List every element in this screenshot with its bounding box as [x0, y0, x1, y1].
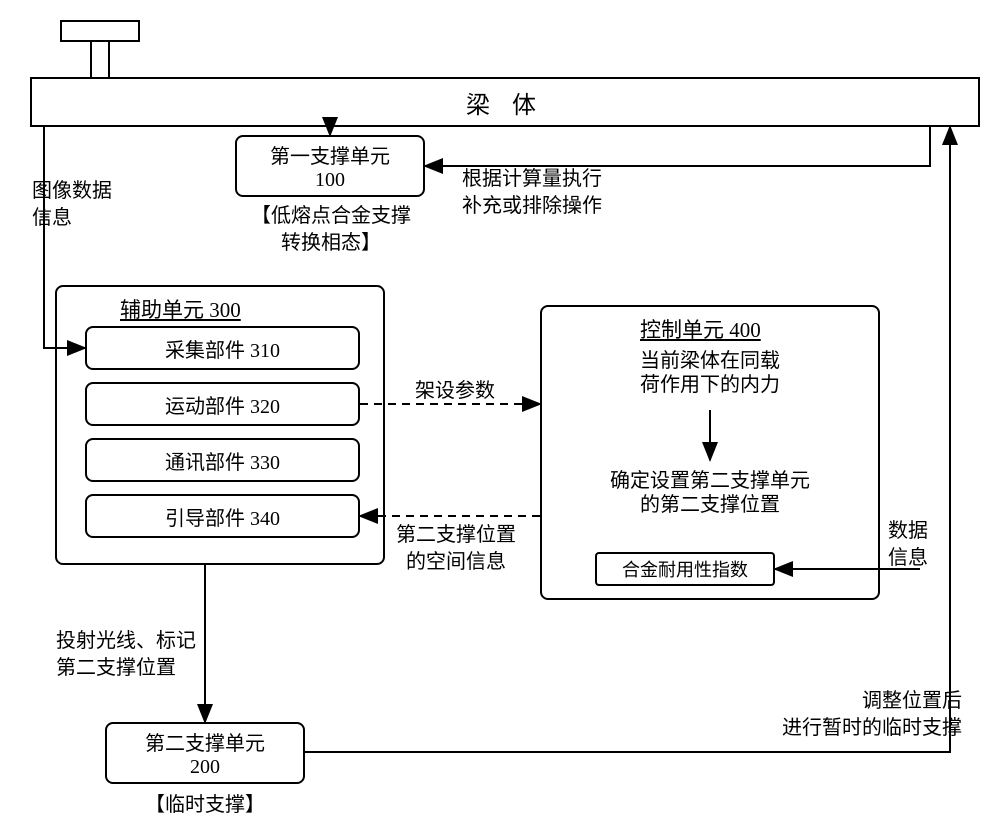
item-340-label: 引导部件 340	[165, 502, 280, 531]
unit-200-title: 第二支撑单元	[145, 727, 265, 756]
item-320-label: 运动部件 320	[165, 390, 280, 419]
label-setup-param: 架设参数	[415, 378, 495, 405]
item-330-label: 通讯部件 330	[165, 446, 280, 475]
label-spi-1: 第二支撑位置	[396, 522, 516, 549]
unit-300-item-320: 运动部件 320	[85, 382, 360, 426]
unit-300-item-340: 引导部件 340	[85, 494, 360, 538]
label-image-data: 图像数据 信息	[32, 178, 112, 232]
label-calc-exec-2: 补充或排除操作	[462, 193, 602, 220]
alloy-durability-box: 合金耐用性指数	[595, 552, 775, 586]
unit-100-note: 【低熔点合金支撑 转换相态】	[220, 203, 442, 257]
label-di-2: 信息	[888, 545, 928, 572]
label-pl-2: 第二支撑位置	[56, 655, 196, 682]
item-310-label: 采集部件 310	[165, 334, 280, 363]
unit-300-title: 辅助单元 300	[120, 294, 241, 324]
label-second-pos-info: 第二支撑位置 的空间信息	[396, 522, 516, 576]
label-at-1: 调整位置后	[752, 688, 962, 715]
label-calc-exec: 根据计算量执行 补充或排除操作	[462, 166, 602, 220]
label-pl-1: 投射光线、标记	[56, 628, 196, 655]
beam-stem	[90, 42, 110, 77]
beam-label: 梁 体	[466, 85, 544, 120]
unit-400-line2: 荷作用下的内力	[540, 372, 880, 399]
unit-100-title: 第一支撑单元	[270, 140, 390, 169]
label-image-data-2: 信息	[32, 205, 112, 232]
unit-400-line1: 当前梁体在同载	[540, 348, 880, 375]
label-di-1: 数据	[888, 518, 928, 545]
unit-100: 第一支撑单元 100	[235, 135, 425, 197]
label-calc-exec-1: 根据计算量执行	[462, 166, 602, 193]
arrow-unit400-to-unit1	[425, 127, 930, 166]
unit-200: 第二支撑单元 200	[105, 722, 305, 784]
label-project-light: 投射光线、标记 第二支撑位置	[56, 628, 196, 682]
label-spi-2: 的空间信息	[396, 549, 516, 576]
unit-400-line4: 的第二支撑位置	[540, 492, 880, 519]
unit-400-title: 控制单元 400	[640, 314, 761, 344]
unit-200-note: 【临时支撑】	[105, 792, 305, 819]
alloy-label: 合金耐用性指数	[622, 556, 748, 582]
label-data-info: 数据 信息	[888, 518, 928, 572]
unit-300-item-310: 采集部件 310	[85, 326, 360, 370]
unit-300-item-330: 通讯部件 330	[85, 438, 360, 482]
unit-400-line3: 确定设置第二支撑单元	[540, 468, 880, 495]
label-adjust-temp: 调整位置后 进行暂时的临时支撑	[752, 688, 962, 742]
beam-body: 梁 体	[30, 77, 980, 127]
label-image-data-1: 图像数据	[32, 178, 112, 205]
label-at-2: 进行暂时的临时支撑	[752, 715, 962, 742]
beam-cap	[60, 20, 140, 42]
unit-100-number: 100	[315, 169, 345, 192]
unit-200-number: 200	[190, 756, 220, 779]
